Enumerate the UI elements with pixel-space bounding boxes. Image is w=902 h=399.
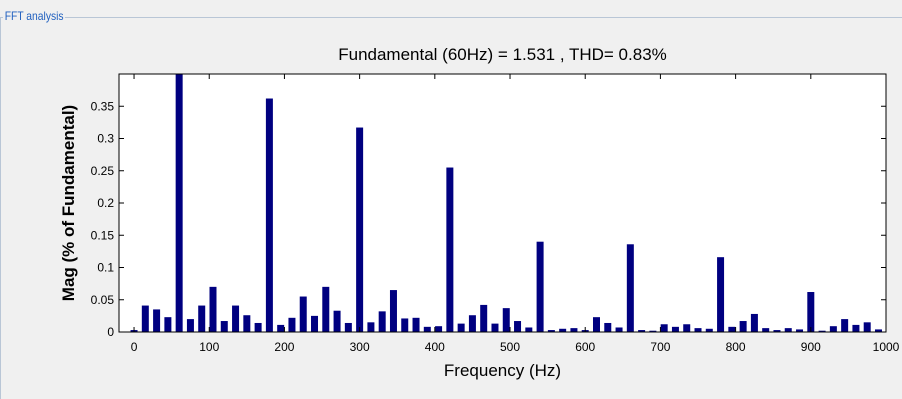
bar <box>649 330 657 332</box>
bar <box>514 321 522 332</box>
bar <box>468 315 476 332</box>
x-tick-label: 900 <box>801 340 821 354</box>
bar <box>141 305 149 332</box>
bar <box>164 317 172 332</box>
bar <box>829 326 837 332</box>
bar <box>683 324 691 332</box>
y-tick-label: 0.25 <box>91 164 115 178</box>
x-tick-label: 300 <box>350 340 370 354</box>
bar <box>378 311 386 332</box>
bar <box>333 310 341 332</box>
bar <box>232 305 240 332</box>
y-tick-label: 0.2 <box>97 196 114 210</box>
bar <box>502 308 510 332</box>
bar <box>717 257 725 332</box>
bar <box>175 74 183 332</box>
bar <box>389 290 397 332</box>
bar <box>299 296 307 332</box>
bar <box>739 321 747 332</box>
bar <box>401 318 409 332</box>
bar <box>480 304 488 332</box>
bar <box>547 330 555 332</box>
y-tick-label: 0.1 <box>97 261 114 275</box>
bar <box>288 317 296 332</box>
bar <box>559 328 567 332</box>
bar <box>841 319 849 332</box>
bar <box>694 328 702 332</box>
bar <box>660 324 668 332</box>
y-tick-label: 0.15 <box>91 228 115 242</box>
bar <box>186 319 194 332</box>
x-axis: 0 100 200 300 400 500 600 700 800 900 1000 <box>131 74 900 354</box>
y-axis: 0 0.05 0.1 0.15 0.2 0.25 0.3 0.35 <box>91 99 886 339</box>
chart-title: Fundamental (60Hz) = 1.531 , THD= 0.83% <box>338 45 667 64</box>
panel-border-left <box>0 17 1 399</box>
bar <box>423 326 431 332</box>
plot-area <box>119 74 886 332</box>
bar <box>344 322 352 332</box>
bar <box>592 317 600 332</box>
bar <box>773 330 781 332</box>
bar <box>435 326 443 332</box>
bar <box>762 328 770 332</box>
y-axis-label: Mag (% of Fundamental) <box>59 105 78 301</box>
bar <box>638 330 646 332</box>
x-tick-label: 700 <box>650 340 670 354</box>
bar <box>874 329 882 332</box>
bar <box>412 317 420 332</box>
bar <box>446 167 454 332</box>
bar <box>750 313 758 332</box>
panel-title: FFT analysis <box>3 9 66 23</box>
bar <box>322 286 330 332</box>
bar <box>615 327 623 332</box>
x-tick-label: 100 <box>199 340 219 354</box>
bars-group <box>130 74 882 332</box>
bar <box>311 315 319 332</box>
bar <box>705 328 713 332</box>
x-tick-label: 1000 <box>873 340 900 354</box>
y-tick-label: 0.35 <box>91 99 115 113</box>
bar <box>198 305 206 332</box>
bar <box>153 309 161 332</box>
y-tick-label: 0.3 <box>97 132 114 146</box>
bar <box>796 329 804 332</box>
panel-border-top <box>0 17 902 18</box>
y-tick-label: 0 <box>107 325 114 339</box>
x-axis-label: Frequency (Hz) <box>444 361 561 380</box>
bar <box>243 315 251 332</box>
bar <box>209 286 217 332</box>
bar <box>626 244 634 332</box>
bar <box>818 330 826 332</box>
bar <box>491 323 499 332</box>
bar <box>863 322 871 332</box>
bar <box>784 328 792 332</box>
x-tick-label: 800 <box>726 340 746 354</box>
x-tick-label: 600 <box>575 340 595 354</box>
bar <box>367 322 375 332</box>
bar <box>525 327 533 332</box>
bar <box>220 321 228 332</box>
x-tick-label: 200 <box>274 340 294 354</box>
bar <box>457 323 465 332</box>
y-tick-label: 0.05 <box>91 293 115 307</box>
bar <box>728 326 736 332</box>
bar <box>852 324 860 332</box>
bar <box>254 322 262 332</box>
bar <box>265 98 273 332</box>
bar <box>277 324 285 332</box>
x-tick-label: 400 <box>425 340 445 354</box>
bar <box>807 292 815 332</box>
bar <box>671 326 679 332</box>
bar <box>570 328 578 332</box>
x-tick-label: 500 <box>500 340 520 354</box>
bar <box>604 322 612 332</box>
bar <box>536 241 544 332</box>
x-tick-label: 0 <box>131 340 138 354</box>
bar <box>356 127 364 332</box>
